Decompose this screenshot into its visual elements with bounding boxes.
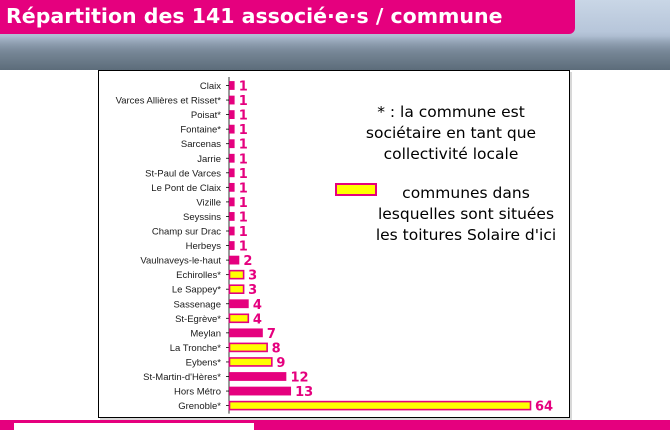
category-label: Vaulnaveys-le-haut [140,256,221,267]
category-label: Champ sur Drac [152,227,221,238]
footer-tab [14,423,254,430]
category-label: Jarrie [197,154,221,165]
bar [228,357,273,367]
value-label: 7 [267,327,276,342]
category-label: Herbeys [186,241,222,252]
footer-bar [0,420,670,430]
category-label: St-Paul de Varces [145,168,221,179]
value-label: 1 [239,94,248,109]
bar [229,110,235,119]
category-label: St-Egrève* [175,314,221,325]
mountain-silhouette [0,36,670,70]
bar [229,328,263,338]
value-label: 1 [239,181,248,196]
bar [229,299,249,309]
category-label: Le Pont de Claix [151,183,221,194]
value-label: 1 [239,240,248,255]
bar [229,124,235,134]
bar [229,81,235,90]
value-label: 4 [253,312,262,327]
value-label: 1 [239,210,248,225]
category-label: Varces Allières et Risset* [116,96,222,107]
title-banner: Répartition des 141 associé·e·s / commun… [0,0,575,34]
category-label: Hors Métro [174,387,221,398]
page-title: Répartition des 141 associé·e·s / commun… [6,4,503,28]
bar [229,153,235,163]
legend-swatch-highlight [335,183,377,196]
category-label: Poisat* [191,110,221,121]
category-label: Seyssins [183,212,221,223]
bar [229,255,240,265]
bar [229,95,235,105]
category-label: Grenoble* [178,401,221,412]
bar [228,313,250,324]
value-label: 1 [239,80,248,95]
category-label: La Tronche* [170,343,222,354]
bar [229,386,292,396]
value-label: 1 [239,123,248,138]
bar [229,182,235,192]
category-label: Le Sappey* [172,285,221,296]
category-label: Vizille [196,197,221,208]
value-label: 1 [239,109,248,124]
category-label: St-Martin-d'Hères* [143,372,221,383]
value-label: 1 [239,196,248,211]
bar [228,269,245,280]
legend-text: communes dans lesquelles sont situées le… [375,184,557,244]
bar [229,212,235,221]
bar [228,342,268,353]
bar [229,139,235,149]
value-label: 8 [272,341,281,356]
chart-panel: Claix 1 Varces Allières et Risset* 1 Poisat*… [98,70,570,418]
category-label: Sarcenas [181,139,221,150]
bar [228,400,532,411]
bar-chart: Claix 1 Varces Allières et Risset* 1 Poisat*… [116,77,553,415]
bar [229,372,287,381]
category-label: Echirolles* [176,270,221,281]
bar [229,226,235,236]
bar [228,284,245,294]
value-label: 4 [253,298,262,313]
value-label: 9 [276,356,285,371]
value-label: 12 [290,371,308,386]
value-label: 13 [295,385,313,400]
value-label: 1 [239,152,248,167]
value-label: 1 [239,225,248,240]
value-label: 2 [243,254,252,269]
asterisk-note: * : la commune est sociétaire en tant qu… [365,103,537,163]
value-label: 1 [239,138,248,153]
value-label: 1 [239,167,248,182]
bar [229,197,235,207]
category-label: Eybens* [186,357,222,368]
value-label: 64 [535,400,553,415]
bar [229,168,235,178]
category-label: Sassenage [173,299,221,310]
value-label: 3 [248,269,257,284]
category-label: Claix [200,81,221,92]
bar [229,241,235,250]
value-label: 3 [248,283,257,298]
category-label: Meylan [190,328,221,339]
category-label: Fontaine* [180,125,221,136]
